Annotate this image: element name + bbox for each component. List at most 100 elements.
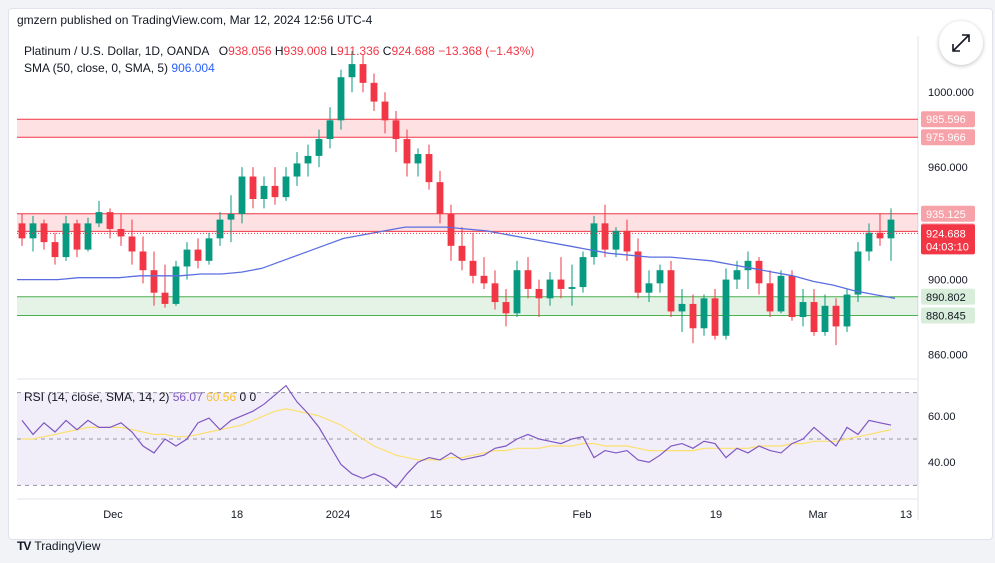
time-tick-label: 13 xyxy=(900,509,912,521)
open-value: 938.056 xyxy=(228,44,272,58)
candle-body xyxy=(150,270,158,293)
price-tick-label: 860.000 xyxy=(928,350,968,362)
candle-body xyxy=(194,249,202,261)
tradingview-logo-icon: TV xyxy=(17,539,31,553)
price-legend: Platinum / U.S. Dollar, 1D, OANDA O938.0… xyxy=(24,44,534,58)
candle-body xyxy=(51,242,59,258)
low-label: L xyxy=(330,44,337,58)
candle-body xyxy=(689,303,697,329)
price-tick-label: 960.000 xyxy=(928,162,968,174)
candle-body xyxy=(491,283,499,303)
candle-body xyxy=(326,120,334,140)
rsi-sma-value: 60.56 xyxy=(206,390,237,404)
zone-tag-upper-bg xyxy=(921,111,975,128)
zone-tag-bg xyxy=(921,307,975,324)
time-tick-label: 19 xyxy=(710,509,722,521)
candle-body xyxy=(359,64,367,83)
sma-legend: SMA (50, close, 0, SMA, 5) 906.004 xyxy=(24,61,215,75)
candle-body xyxy=(612,230,620,250)
candle-body xyxy=(865,232,873,252)
candle-body xyxy=(557,279,565,289)
candle-body xyxy=(425,154,433,183)
candle-body xyxy=(645,283,653,293)
rsi-label[interactable]: RSI (14, close, SMA, 14, 2) xyxy=(24,390,170,404)
rsi-line xyxy=(21,384,892,489)
candle-body xyxy=(810,302,818,333)
candle-body xyxy=(502,302,510,314)
candle-body xyxy=(315,139,323,156)
candle-body xyxy=(337,77,345,121)
candle-body xyxy=(293,163,301,177)
fullscreen-button[interactable] xyxy=(939,21,983,65)
candle-body xyxy=(700,298,708,329)
time-tick-label: 2024 xyxy=(326,509,350,521)
close-value: 924.688 xyxy=(391,44,435,58)
candle-body xyxy=(766,283,774,312)
candle-body xyxy=(788,275,796,318)
last-price-tag: 924.688 xyxy=(926,228,966,240)
candle-body xyxy=(29,223,37,239)
zone-tag-lower-bg xyxy=(921,129,975,146)
candle-body xyxy=(128,236,136,252)
symbol-title[interactable]: Platinum / U.S. Dollar, 1D, OANDA xyxy=(24,44,209,58)
brand-label: TradingView xyxy=(34,539,101,553)
zone-tag-label: 890.802 xyxy=(926,292,966,304)
candle-body xyxy=(271,185,279,198)
price-tick-label: 900.000 xyxy=(928,275,968,287)
time-tick-label: Dec xyxy=(103,509,123,521)
zone-tag-bg xyxy=(921,288,975,305)
candle-body xyxy=(205,238,213,261)
sma-value: 906.004 xyxy=(171,61,215,75)
tradingview-brand[interactable]: TV TradingView xyxy=(17,539,100,553)
high-label: H xyxy=(274,44,284,58)
candle-body xyxy=(887,219,895,239)
candle-body xyxy=(238,176,246,214)
candle-body xyxy=(84,223,92,250)
candle-body xyxy=(546,279,554,299)
candle-body xyxy=(634,251,642,293)
candle-body xyxy=(656,270,664,284)
candle-body xyxy=(799,302,807,318)
candle-body xyxy=(469,260,477,276)
candle-body xyxy=(843,294,851,327)
expand-icon xyxy=(952,34,970,52)
candle-body xyxy=(590,223,598,258)
rsi-sma-line xyxy=(22,408,892,461)
candle-body xyxy=(18,223,26,239)
candle-body xyxy=(183,249,191,267)
candle-body xyxy=(106,212,114,229)
candle-body xyxy=(260,185,268,200)
candle-body xyxy=(249,176,257,200)
candle-body xyxy=(579,257,587,288)
time-tick-label: 15 xyxy=(430,509,442,521)
candle-body xyxy=(403,139,411,164)
time-tick-label: Feb xyxy=(573,509,592,521)
published-caption: gmzern published on TradingView.com, Mar… xyxy=(17,13,373,27)
candle-body xyxy=(304,155,312,164)
candle-body xyxy=(678,303,686,312)
change-value: −13.368 (−1.43%) xyxy=(438,44,535,58)
sma-label[interactable]: SMA (50, close, 0, SMA, 5) xyxy=(24,61,169,75)
zone-tag-upper: 935.125 xyxy=(926,209,966,221)
time-tick-label: 18 xyxy=(231,509,243,521)
candle-body xyxy=(733,270,741,280)
candle-body xyxy=(161,292,169,304)
zone-tag-upper-bg xyxy=(921,205,975,222)
candle-body xyxy=(832,305,840,327)
candle-body xyxy=(722,279,730,336)
candle-body xyxy=(227,213,235,220)
rsi-extra: 0 0 xyxy=(239,390,257,404)
rsi-tick-label: 40.00 xyxy=(928,457,956,469)
candle-body xyxy=(392,120,400,140)
candle-body xyxy=(744,260,752,271)
zone-tag-lower: 975.966 xyxy=(926,132,966,144)
candle-body xyxy=(117,228,125,237)
rsi-legend: RSI (14, close, SMA, 14, 2) 56.07 60.56 … xyxy=(24,390,256,404)
zone-band xyxy=(17,119,918,138)
candle-body xyxy=(480,275,488,284)
chart-card xyxy=(8,8,993,540)
candle-body xyxy=(370,82,378,102)
candle-body xyxy=(535,288,543,299)
candle-body xyxy=(95,212,103,224)
